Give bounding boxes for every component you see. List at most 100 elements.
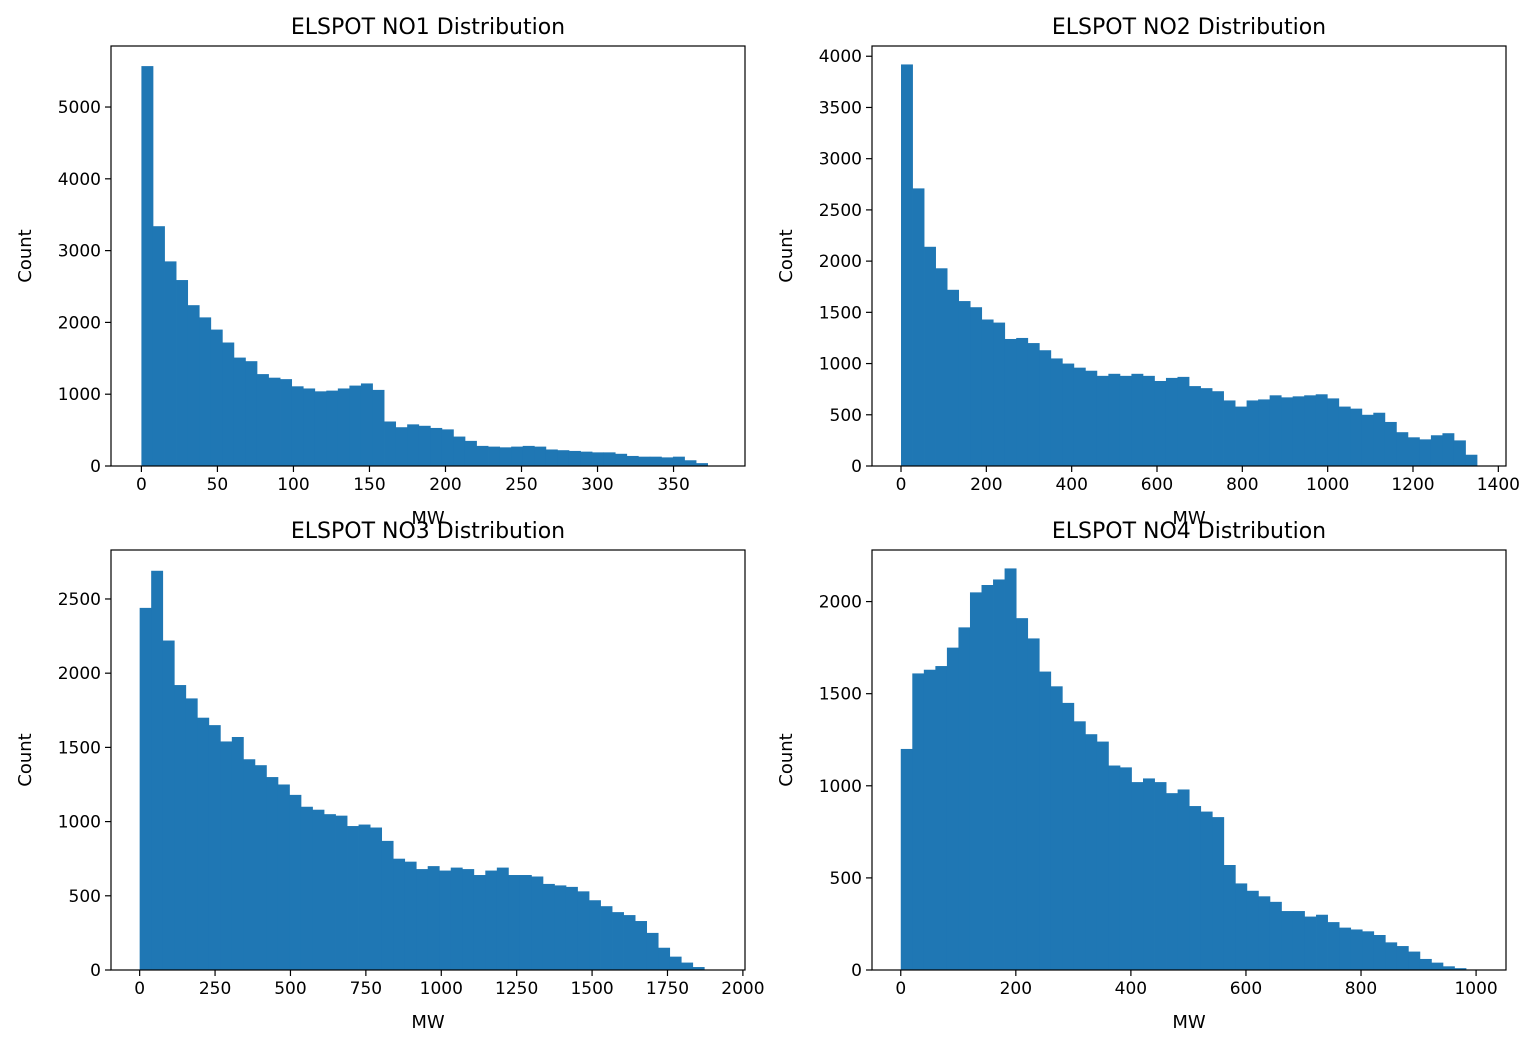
y-tick-label: 1000 — [58, 813, 101, 833]
histogram-bar — [1235, 883, 1248, 970]
histogram-bar — [496, 867, 509, 970]
histogram-bar — [314, 391, 327, 466]
histogram-bar — [199, 317, 212, 466]
histogram-bar — [672, 456, 685, 466]
histogram-bar — [946, 647, 959, 970]
histogram-bar — [1096, 741, 1109, 970]
histogram-bar — [256, 374, 269, 466]
histogram-bar — [335, 815, 348, 970]
x-tick-label: 200 — [1000, 979, 1032, 999]
histogram-bar — [1177, 376, 1190, 466]
y-tick-label: 3000 — [58, 242, 101, 262]
histogram-bar — [441, 429, 454, 466]
histogram-bar — [266, 777, 279, 970]
histogram-bar — [210, 329, 223, 466]
histogram-bar — [1385, 942, 1398, 970]
histogram-bar — [162, 640, 175, 970]
histogram-bar — [669, 956, 682, 970]
histogram-bar — [476, 445, 489, 466]
x-tick-label: 0 — [136, 475, 147, 495]
histogram-bar — [1039, 671, 1052, 970]
histogram-bar — [1212, 391, 1224, 466]
histogram-bar — [1362, 931, 1375, 970]
histogram-bar — [646, 932, 659, 970]
histogram-bar — [1143, 778, 1155, 970]
histogram-bar — [312, 809, 325, 970]
chart-title: ELSPOT NO4 Distribution — [1052, 519, 1326, 544]
histogram-bar — [303, 388, 316, 466]
histogram-bar — [268, 377, 281, 466]
histogram-bar — [580, 451, 593, 466]
histogram-bar — [1269, 901, 1282, 970]
histogram-bar — [1200, 811, 1213, 970]
x-tick-label: 1000 — [1454, 979, 1497, 999]
x-tick-label: 300 — [581, 475, 613, 495]
histogram-bar — [277, 784, 290, 970]
y-tick-label: 0 — [90, 457, 101, 477]
histogram-bar — [1189, 806, 1202, 970]
histogram-bar — [1396, 432, 1409, 466]
y-tick-label: 2000 — [58, 664, 101, 684]
histogram-bar — [969, 592, 982, 970]
histogram-bar — [981, 319, 994, 466]
histogram-bar — [1004, 338, 1017, 466]
histogram-bar — [542, 883, 555, 970]
y-axis-label: Count — [776, 733, 797, 786]
histogram-bar — [649, 456, 662, 466]
y-tick-label: 1500 — [58, 738, 101, 758]
y-tick-label: 2500 — [58, 590, 101, 610]
histogram-bar — [947, 289, 960, 466]
histogram-bar — [208, 725, 221, 970]
histogram-bar — [222, 342, 235, 466]
histogram-bar — [450, 867, 463, 970]
histogram-bar — [1408, 951, 1421, 970]
histogram-bar — [197, 717, 210, 970]
x-tick-label: 600 — [1230, 979, 1262, 999]
histogram-bar — [615, 453, 628, 466]
y-tick-label: 3000 — [819, 150, 862, 170]
histogram-bar — [164, 261, 177, 466]
histogram-bar — [1373, 935, 1386, 970]
x-tick-label: 400 — [1055, 475, 1087, 495]
histogram-bar — [1373, 412, 1386, 466]
x-tick-label: 800 — [1226, 475, 1258, 495]
histogram-bar — [1050, 358, 1063, 466]
histogram-bar — [684, 460, 697, 466]
histogram-bar — [638, 456, 651, 466]
y-tick-label: 2000 — [819, 252, 862, 272]
y-tick-label: 500 — [830, 869, 862, 889]
histogram-bar — [1050, 686, 1063, 970]
histogram-bar — [1039, 350, 1052, 466]
y-tick-label: 0 — [851, 457, 862, 477]
histogram-bar — [923, 669, 936, 970]
histogram-bar — [1027, 343, 1040, 466]
histogram-panel: 0 200 400 600 800 1000 0 500 1000 1500 2000 ELSPOT … — [776, 519, 1507, 1033]
y-tick-label: 4000 — [58, 170, 101, 190]
x-tick-label: 400 — [1115, 979, 1147, 999]
histogram-panel: 0 50 100 150 200 250 300 350 0 1000 2000 3000 4000 50… — [15, 15, 746, 529]
histogram-bar — [1212, 817, 1225, 970]
y-tick-label: 2000 — [58, 313, 101, 333]
axes-frame — [871, 45, 1507, 467]
y-tick-label: 1000 — [819, 355, 862, 375]
histogram-bar — [1166, 793, 1179, 970]
histogram-bar — [958, 627, 971, 970]
histogram-panel: 0 250 500 750 1000 1250 1500 1750 2000 0 500 1000 15… — [15, 519, 765, 1033]
histogram-bar — [612, 912, 624, 970]
histogram-bar — [1350, 408, 1363, 466]
histogram-bar — [324, 814, 336, 970]
histogram-bar — [1350, 929, 1363, 970]
histogram-bar — [901, 64, 913, 466]
histogram-bar — [1154, 782, 1167, 970]
histogram-bar — [1108, 765, 1121, 970]
histogram-bar — [1223, 865, 1236, 970]
histogram-bar — [577, 891, 590, 970]
histogram-bar — [981, 585, 994, 970]
histogram-bar — [589, 900, 601, 970]
histogram-bar — [1327, 398, 1340, 466]
histogram-bar — [658, 947, 671, 970]
histogram-bar — [1442, 966, 1455, 970]
histogram-bar — [696, 463, 708, 466]
histogram-bar — [522, 445, 535, 466]
x-tick-label: 1400 — [1477, 475, 1520, 495]
